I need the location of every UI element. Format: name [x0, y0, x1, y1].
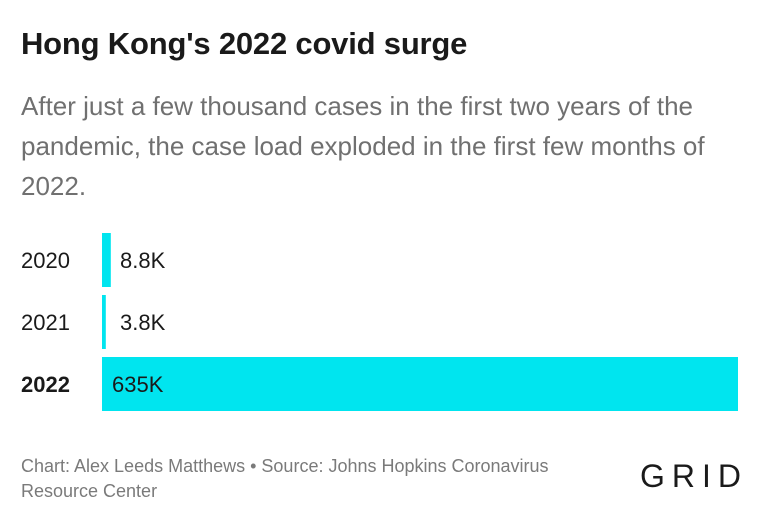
bar-2022 — [102, 357, 738, 411]
category-label-2022: 2022 — [21, 372, 70, 397]
bar-chart: 2020 8.8K 2021 3.8K 2022 635K — [21, 233, 738, 411]
bar-2020 — [102, 233, 111, 287]
data-label-2020: 8.8K — [120, 248, 166, 273]
chart-subtitle: After just a few thousand cases in the f… — [21, 91, 705, 201]
source-credit: Chart: Alex Leeds Matthews • Source: Joh… — [21, 456, 549, 501]
category-label-2020: 2020 — [21, 248, 70, 273]
data-label-2021: 3.8K — [120, 310, 166, 335]
chart-title: Hong Kong's 2022 covid surge — [21, 26, 468, 61]
brand-logo: GRID — [640, 458, 748, 494]
data-label-2022: 635K — [112, 372, 164, 397]
category-label-2021: 2021 — [21, 310, 70, 335]
bar-2021 — [102, 295, 106, 349]
